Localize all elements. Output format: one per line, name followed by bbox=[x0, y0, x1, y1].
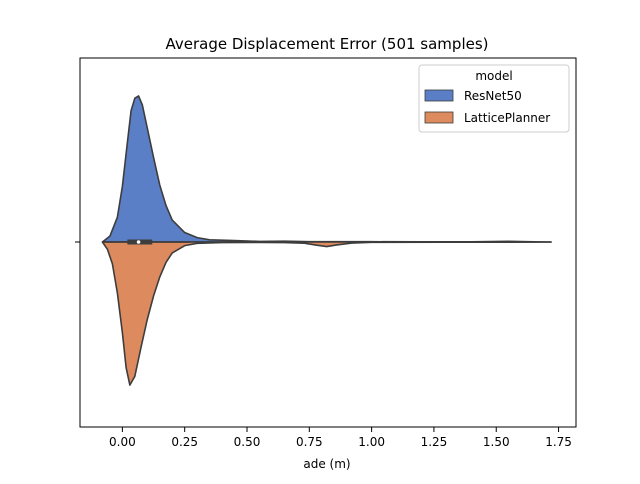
x-tick-label: 0.75 bbox=[296, 435, 323, 449]
legend-title: model bbox=[475, 69, 512, 83]
chart-title: Average Displacement Error (501 samples) bbox=[165, 35, 488, 53]
box-median bbox=[136, 240, 141, 244]
x-axis-label: ade (m) bbox=[303, 457, 350, 471]
x-tick-label: 1.00 bbox=[358, 435, 385, 449]
inner-box bbox=[102, 239, 190, 245]
legend: model ResNet50 LatticePlanner bbox=[418, 64, 570, 133]
legend-swatch-resnet50 bbox=[424, 89, 454, 102]
x-tick-label: 1.25 bbox=[421, 435, 448, 449]
legend-label-resnet50: ResNet50 bbox=[464, 89, 522, 103]
violin-latticeplanner bbox=[101, 241, 552, 386]
x-tick-label: 0.00 bbox=[109, 435, 136, 449]
x-tick-label: 1.50 bbox=[483, 435, 510, 449]
x-tick-label: 0.25 bbox=[171, 435, 198, 449]
violin-group bbox=[101, 95, 552, 386]
legend-swatch-latticeplanner bbox=[424, 111, 454, 124]
x-tick-label: 1.75 bbox=[545, 435, 572, 449]
legend-label-latticeplanner: LatticePlanner bbox=[464, 111, 550, 125]
legend-box bbox=[418, 64, 570, 133]
x-axis: 0.00 0.25 0.50 0.75 1.00 1.25 1.50 1.75 bbox=[109, 427, 572, 449]
x-tick-label: 0.50 bbox=[234, 435, 261, 449]
